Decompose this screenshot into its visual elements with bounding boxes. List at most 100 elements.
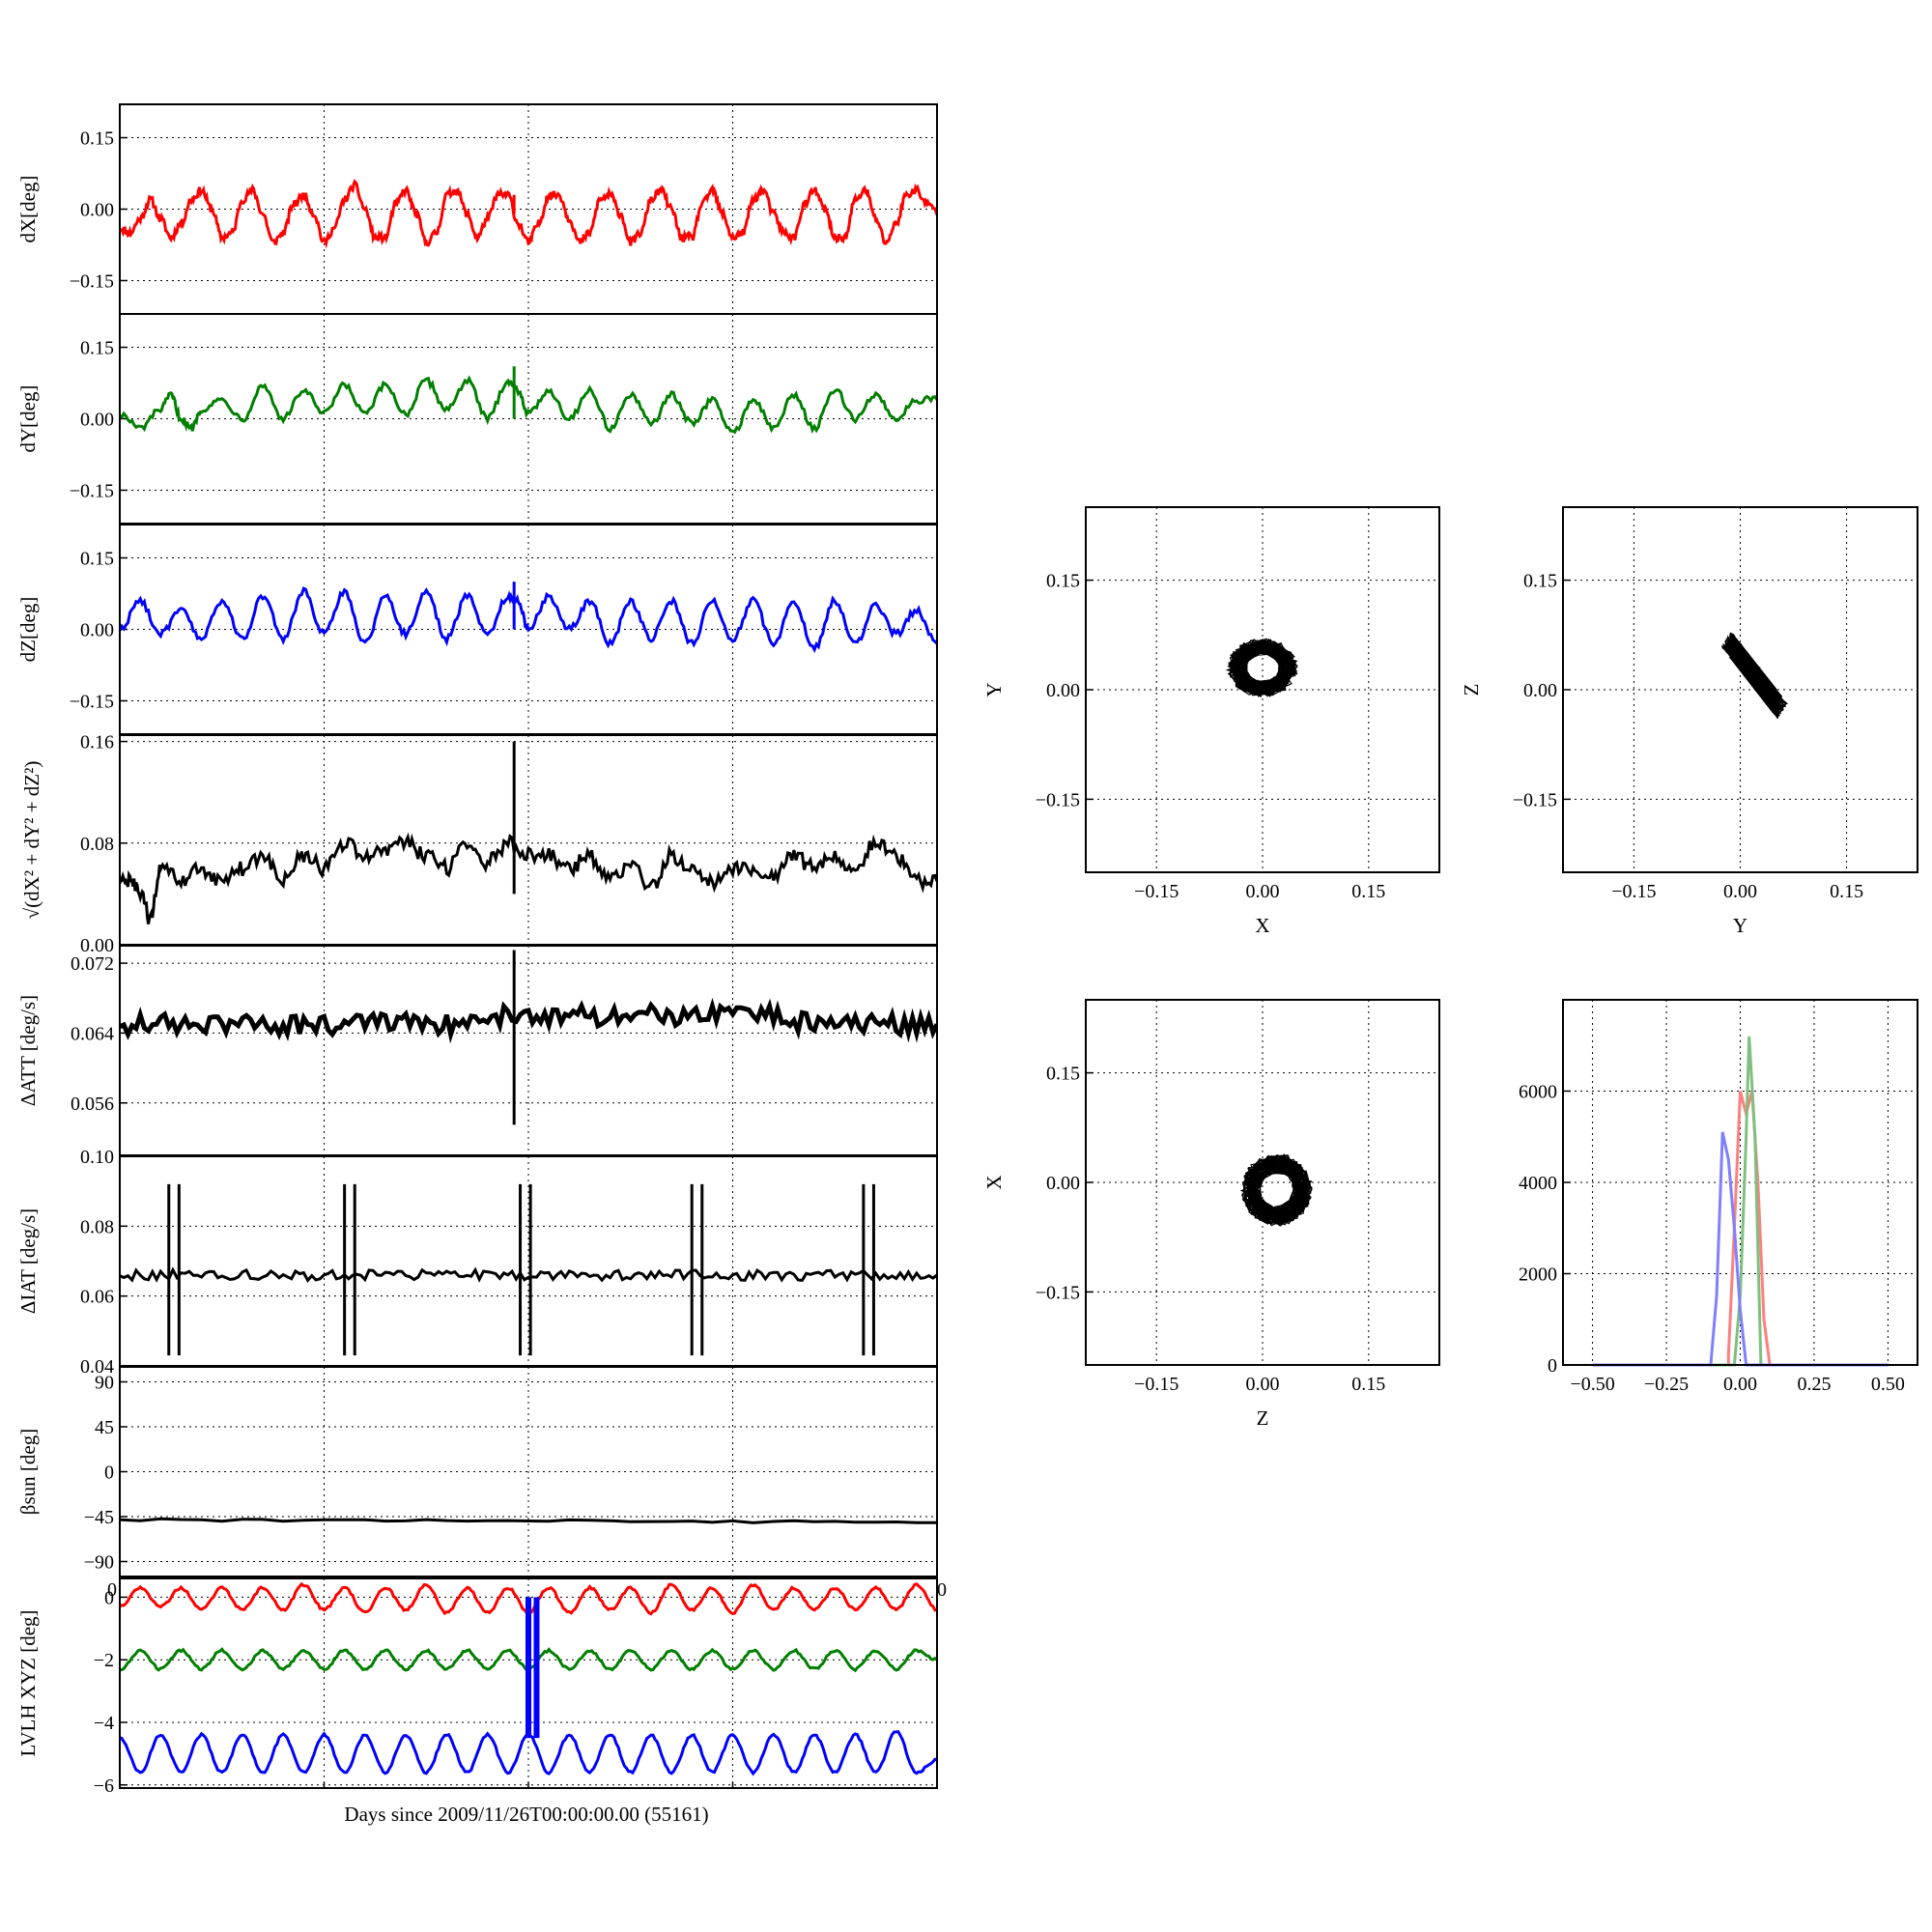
y-tick-label: 0.16 bbox=[80, 732, 114, 753]
y-tick-label: 0 bbox=[104, 1587, 114, 1608]
y-tick-label: 0.00 bbox=[80, 935, 114, 956]
series-line-dz-0 bbox=[120, 586, 937, 654]
y-tick-label: 0.00 bbox=[1046, 1173, 1080, 1194]
axes-frame bbox=[1085, 999, 1440, 1366]
y-tick-label: 0.15 bbox=[1046, 571, 1080, 592]
x-tick-label: 0.00 bbox=[1246, 1374, 1280, 1395]
y-tick-label: −0.15 bbox=[70, 270, 114, 292]
series-line-diat-0 bbox=[120, 1266, 937, 1284]
series-line-dr-0 bbox=[120, 832, 937, 924]
y-tick-label: −4 bbox=[94, 1713, 114, 1734]
x-tick-label: −0.25 bbox=[1644, 1374, 1689, 1395]
series-line-beta-0 bbox=[120, 1517, 937, 1524]
series-line-dx-0 bbox=[120, 179, 937, 249]
trajectory-yz bbox=[1720, 632, 1789, 720]
x-axis-label-yz: Y bbox=[1733, 914, 1747, 937]
x-tick-label: 0.50 bbox=[1871, 1374, 1905, 1395]
y-tick-label: 0.00 bbox=[1523, 680, 1557, 701]
x-tick-label: −0.15 bbox=[1134, 1374, 1179, 1395]
y-tick-label: −0.15 bbox=[1513, 789, 1557, 810]
y-tick-label: −0.15 bbox=[70, 691, 114, 712]
y-tick-label: 0.15 bbox=[80, 128, 114, 150]
y-tick-label: −90 bbox=[84, 1552, 114, 1574]
series-line-datt-0 bbox=[120, 997, 937, 1044]
trajectory-zx bbox=[1239, 1153, 1313, 1227]
panel-dr: 0.16 0.08 0.00 √(dX² + dY² + dZ²) bbox=[20, 732, 938, 956]
y-axis-label-zx: X bbox=[982, 1175, 1006, 1189]
y-axis-label-lvlh: LVLH XYZ [deg] bbox=[16, 1609, 40, 1756]
y-axis-label-dx: dX[deg] bbox=[16, 176, 40, 243]
y-tick-label: 0 bbox=[1548, 1355, 1557, 1377]
y-axis-label-beta: βsun [deg] bbox=[16, 1429, 40, 1515]
y-tick-label: 0.056 bbox=[71, 1094, 114, 1115]
histogram-series-hist_green bbox=[1592, 1036, 1889, 1367]
y-tick-label: −0.15 bbox=[70, 480, 114, 501]
axes-frame bbox=[1562, 999, 1918, 1366]
x-axis-label-xy: X bbox=[1255, 914, 1269, 937]
x-tick-label: 0.00 bbox=[1723, 1374, 1757, 1395]
y-tick-label: −2 bbox=[94, 1650, 114, 1671]
time-axis-label: Days since 2009/11/26T00:00:00.00 (55161… bbox=[344, 1803, 708, 1826]
maneuver-block bbox=[526, 1597, 531, 1739]
panels-layer: 0.15 0.00 −0.15 dX[deg] 0.15 0.00 −0.15 dY[deg]… bbox=[16, 103, 1918, 1797]
y-tick-label: 0.00 bbox=[80, 410, 114, 431]
y-tick-label: 0.00 bbox=[80, 620, 114, 641]
panel-beta: 90 45 0 −45 −90 βsun [deg] bbox=[16, 1366, 938, 1577]
y-tick-label: 0.08 bbox=[80, 1216, 114, 1237]
y-tick-label: 0.15 bbox=[1046, 1064, 1080, 1085]
panel-dy: 0.15 0.00 −0.15 dY[deg] bbox=[16, 313, 938, 525]
y-tick-label: 0.15 bbox=[80, 338, 114, 359]
y-tick-label: −45 bbox=[84, 1507, 114, 1528]
panel-zx: 0.15 0.00 −0.15 −0.15 0.00 0.15 Z X bbox=[982, 999, 1440, 1430]
y-tick-label: 0.064 bbox=[71, 1023, 114, 1044]
axes-frame bbox=[1085, 506, 1440, 873]
y-tick-label: 6000 bbox=[1519, 1082, 1557, 1103]
y-tick-label: 0.04 bbox=[80, 1356, 114, 1378]
x-tick-label: 0.00 bbox=[1246, 881, 1280, 902]
panel-xy: 0.15 0.00 −0.15 −0.15 0.00 0.15 X Y bbox=[982, 506, 1440, 937]
y-tick-label: −6 bbox=[94, 1776, 114, 1797]
y-tick-label: 0.08 bbox=[80, 834, 114, 855]
stray-tick-right: 0 bbox=[937, 1579, 947, 1601]
x-tick-label: −0.50 bbox=[1570, 1374, 1614, 1395]
x-tick-label: 0.15 bbox=[1351, 881, 1385, 902]
histogram-series-hist_blue bbox=[1592, 1131, 1889, 1367]
panel-dz: 0.15 0.00 −0.15 dZ[deg] bbox=[16, 524, 938, 735]
y-tick-label: 2000 bbox=[1519, 1264, 1557, 1286]
y-tick-label: 0.15 bbox=[1523, 571, 1557, 592]
x-tick-label: 0.25 bbox=[1797, 1374, 1831, 1395]
series-line-dy-0 bbox=[120, 375, 937, 435]
panel-diat: 0.10 0.08 0.06 0.04 ΔIAT [deg/s] bbox=[16, 1147, 938, 1378]
y-tick-label: −0.15 bbox=[1036, 1282, 1080, 1303]
trajectory-xy bbox=[1225, 638, 1298, 697]
x-axis-label-zx: Z bbox=[1257, 1406, 1269, 1430]
y-axis-label-dr: √(dX² + dY² + dZ²) bbox=[20, 761, 43, 920]
x-tick-label: −0.15 bbox=[1611, 881, 1656, 902]
y-axis-label-datt: ΔATT [deg/s] bbox=[16, 995, 40, 1106]
panel-hist: 6000 4000 2000 0 −0.50 −0.25 0.00 0.25 0.50 bbox=[1519, 999, 1918, 1395]
x-tick-label: 0.15 bbox=[1830, 881, 1863, 902]
x-tick-label: 0.15 bbox=[1351, 1374, 1385, 1395]
y-tick-label: 0.15 bbox=[80, 549, 114, 570]
y-tick-label: 0.072 bbox=[71, 953, 114, 975]
axes-frame bbox=[119, 1366, 938, 1577]
stray-tick-left: 0 bbox=[107, 1579, 117, 1601]
x-tick-label: 0.00 bbox=[1723, 881, 1757, 902]
histogram-series-hist_red bbox=[1592, 1091, 1889, 1367]
y-tick-label: 0 bbox=[104, 1463, 114, 1484]
panel-lvlh: 0 −2 −4 −6 LVLH XYZ [deg] bbox=[16, 1577, 938, 1797]
panel-datt: 0.072 0.064 0.056 ΔATT [deg/s] bbox=[16, 945, 938, 1156]
y-tick-label: 4000 bbox=[1519, 1173, 1557, 1194]
y-tick-label: 0.00 bbox=[80, 200, 114, 221]
y-axis-label-dz: dZ[deg] bbox=[16, 597, 40, 663]
panel-yz: 0.15 0.00 −0.15 −0.15 0.00 0.15 Y Z bbox=[1460, 506, 1918, 937]
y-tick-label: 0.06 bbox=[80, 1287, 114, 1308]
x-tick-label: −0.15 bbox=[1134, 881, 1179, 902]
maneuver-block bbox=[533, 1597, 540, 1739]
y-tick-label: −0.15 bbox=[1036, 789, 1080, 810]
y-tick-label: 45 bbox=[95, 1417, 114, 1438]
y-tick-label: 0.00 bbox=[1046, 680, 1080, 701]
y-axis-label-xy: Y bbox=[982, 682, 1006, 696]
y-axis-label-diat: ΔIAT [deg/s] bbox=[16, 1208, 40, 1314]
y-axis-label-dy: dY[deg] bbox=[16, 385, 40, 453]
